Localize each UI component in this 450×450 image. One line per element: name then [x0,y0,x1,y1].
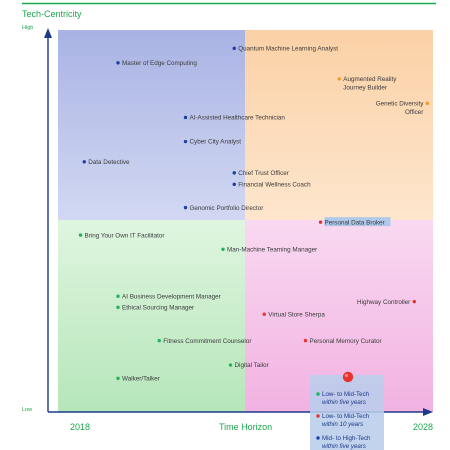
point-personal-data-broker: Personal Data Broker [318,217,391,227]
point-label: Highway Controller [357,299,410,306]
point-personal-memory-curator: Personal Memory Curator [303,338,382,345]
point-marker [116,61,120,65]
point-label: Walker/Talker [122,376,160,383]
point-chief-trust-officer: Chief Trust Officer [232,170,289,177]
point-marker [82,160,86,164]
point-virtual-store-sherpa: Virtual Store Sherpa [262,311,325,318]
point-label: Personal Memory Curator [310,338,382,345]
point-label: Officer [405,109,423,116]
legend-note-background [310,375,384,450]
point-marker [116,376,120,381]
quadrant-top-left [58,30,245,220]
point-label: Bring Your Own IT Facilitator [85,232,165,239]
point-highway-controller: Highway Controller [357,299,416,306]
quadrant-bottom-left [58,220,245,412]
legend-label: Low- to Mid-Tech [322,413,370,420]
legend-label: Low- to Mid-Tech [322,391,370,398]
point-marker [183,205,188,210]
point-data-detective: Data Detective [82,159,130,166]
point-marker [337,77,341,81]
point-marker [116,294,120,298]
point-genomic-portfolio-director: Genomic Portfolio Director [183,205,264,212]
legend-marker [316,436,320,440]
point-label: Data Detective [88,159,130,166]
point-marker [228,363,233,367]
legend-marker [316,392,320,396]
point-label: Chief Trust Officer [238,170,289,177]
point-marker [183,139,188,144]
point-label: Journey Builder [343,84,387,91]
point-quantum-machine-learning-analyst: Quantum Machine Learning Analyst [232,46,338,53]
point-label: AI-Assisted Healthcare Technician [190,115,286,122]
point-marker [157,338,161,343]
point-marker [232,182,236,187]
point-marker [116,305,120,310]
x-axis-title: Time Horizon [219,422,272,432]
point-label: Man-Machine Teaming Manager [227,246,317,253]
point-label: Augmented Reality [343,76,397,83]
point-marker [425,101,430,106]
point-label: AI Business Development Manager [122,293,221,300]
point-marker [78,233,83,237]
point-label: Digital Tailor [235,362,269,369]
point-ai-assisted-healthcare-technician: AI-Assisted Healthcare Technician [183,115,286,122]
point-digital-tailor: Digital Tailor [228,362,269,369]
x-axis-end-label: 2028 [413,422,433,432]
point-marker [232,46,236,51]
y-axis-low-label: Low [22,407,32,413]
point-marker [303,338,308,343]
point-label: Quantum Machine Learning Analyst [238,46,338,53]
point-ethical-sourcing-manager: Ethical Sourcing Manager [116,305,194,312]
point-label: Genetic Diversity [376,101,424,108]
y-axis-high-label: High [22,25,33,31]
point-walker-talker: Walker/Talker [116,376,160,383]
point-ai-business-development-manager: AI Business Development Manager [116,293,221,300]
chart-title: Tech-Centricity [22,9,82,19]
point-marker [262,312,266,316]
point-marker [318,220,323,224]
points-layer: Quantum Machine Learning Analyst Master o… [78,46,430,383]
point-label: Cyber City Analyst [190,139,242,146]
point-marker [412,299,416,304]
point-label: Personal Data Broker [325,219,385,226]
point-marker [232,171,236,175]
legend-marker [316,414,320,418]
point-marker [183,115,188,120]
point-master-of-edge-computing: Master of Edge Computing [116,60,197,67]
point-bring-your-own-it-facilitator: Bring Your Own IT Facilitator [78,232,165,239]
point-label: Ethical Sourcing Manager [122,305,194,312]
quadrant-layer [58,30,433,412]
point-fitness-commitment-counselor: Fitness Commitment Counselor [157,338,251,345]
point-label: Financial Wellness Coach [238,182,311,189]
legend-sublabel: within five years [322,399,366,406]
point-financial-wellness-coach: Financial Wellness Coach [232,182,311,189]
pin-icon [342,371,354,383]
point-cyber-city-analyst: Cyber City Analyst [183,139,242,146]
legend-label: Mid- to High-Tech [322,435,371,442]
highlight-box [324,217,391,227]
point-man-machine-teaming-manager: Man-Machine Teaming Manager [221,246,317,253]
legend-sublabel: within five years [322,443,366,450]
point-label: Genomic Portfolio Director [190,205,264,212]
x-axis-start-label: 2018 [70,422,90,432]
pin-shine [344,373,349,378]
x-axis-arrowhead [423,408,433,416]
y-axis-arrowhead [44,28,52,38]
point-label: Fitness Commitment Counselor [163,338,251,345]
point-label: Master of Edge Computing [122,60,197,67]
quadrant-top-right [245,30,433,220]
point-label: Virtual Store Sherpa [268,311,325,318]
legend-sublabel: within 10 years [322,421,363,428]
point-marker [221,247,225,251]
